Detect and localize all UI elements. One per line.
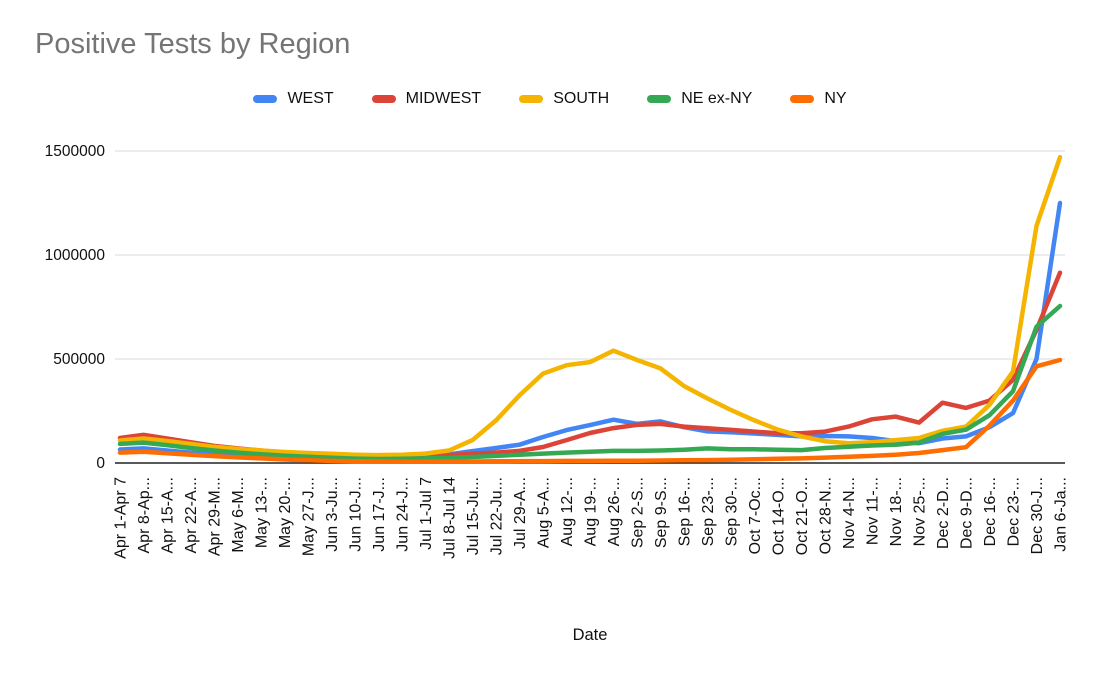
x-tick-label: Nov 11-...	[865, 477, 882, 545]
x-tick-label: Apr 1-Apr 7	[113, 477, 130, 559]
x-tick-label: Nov 18-...	[888, 477, 905, 546]
x-tick-label: Apr 15-A...	[160, 477, 177, 553]
x-tick-label: Aug 26-...	[606, 477, 623, 546]
x-tick-label: Dec 16-...	[982, 477, 999, 546]
x-tick-label: Apr 8-Ap...	[136, 477, 153, 553]
legend-item-ny: NY	[790, 90, 847, 108]
chart-legend: WEST MIDWEST SOUTH NE ex-NY NY	[0, 90, 1100, 108]
legend-item-west: WEST	[253, 90, 334, 108]
x-tick-label: Sep 30-...	[724, 477, 741, 546]
y-tick-label: 1000000	[45, 247, 106, 264]
series-line-midwest	[117, 270, 1063, 460]
x-tick-label: Jun 24-J...	[395, 477, 412, 552]
series-line-south	[117, 154, 1063, 458]
legend-item-midwest: MIDWEST	[371, 90, 482, 108]
x-tick-label: Dec 23-...	[1006, 477, 1023, 546]
legend-item-ne-ex-ny: NE ex-NY	[647, 90, 752, 108]
legend-swatch-midwest	[371, 95, 396, 103]
x-tick-label: Sep 16-...	[677, 477, 694, 546]
x-tick-label: Apr 22-A...	[183, 477, 200, 553]
x-tick-label: May 27-J...	[301, 477, 318, 556]
chart-title: Positive Tests by Region	[35, 28, 351, 60]
x-tick-label: Jun 10-J...	[348, 477, 365, 552]
legend-label-west: WEST	[287, 90, 334, 107]
x-tick-label: Aug 5-A...	[536, 477, 553, 548]
x-tick-label: Jul 15-Ju...	[465, 477, 482, 555]
x-tick-label: Aug 12-...	[559, 477, 576, 546]
legend-label-midwest: MIDWEST	[405, 90, 482, 107]
x-tick-label: Jul 8-Jul 14	[442, 477, 459, 559]
x-tick-label: Jul 1-Jul 7	[418, 477, 435, 550]
x-tick-label: Oct 21-O...	[794, 477, 811, 555]
x-tick-label: Aug 19-...	[583, 477, 600, 546]
x-tick-label: Dec 2-D...	[935, 477, 952, 549]
y-tick-label: 0	[96, 455, 105, 472]
x-tick-label: May 20-...	[277, 477, 294, 548]
legend-label-ny: NY	[824, 90, 847, 107]
x-tick-label: Jul 22-Ju...	[489, 477, 506, 555]
x-tick-label: Jul 29-A...	[512, 477, 529, 549]
series-line-ne-ex-ny	[117, 303, 1063, 462]
x-tick-label: Jan 6-Ja...	[1053, 477, 1070, 552]
legend-swatch-south	[519, 95, 544, 103]
x-tick-label: Sep 23-...	[700, 477, 717, 546]
x-tick-label: Nov 25-...	[912, 477, 929, 546]
legend-label-ne-ex-ny: NE ex-NY	[681, 90, 753, 107]
x-tick-label: Dec 9-D...	[959, 477, 976, 549]
x-tick-label: Sep 9-S...	[653, 477, 670, 548]
y-tick-label: 1500000	[45, 143, 106, 160]
x-tick-label: Dec 30-J...	[1029, 477, 1046, 554]
legend-swatch-ny	[790, 95, 815, 103]
x-axis-title: Date	[573, 626, 608, 644]
x-tick-label: May 13-...	[254, 477, 271, 548]
x-tick-label: Oct 28-N...	[818, 477, 835, 554]
x-tick-label: May 6-M...	[230, 477, 247, 553]
x-tick-label: Sep 2-S...	[630, 477, 647, 548]
legend-label-south: SOUTH	[553, 90, 610, 107]
legend-swatch-ne-ex-ny	[647, 95, 672, 103]
y-tick-label: 500000	[53, 351, 105, 368]
x-tick-label: Apr 29-M...	[207, 477, 224, 556]
x-tick-label: Oct 7-Oc...	[747, 477, 764, 554]
legend-swatch-west	[253, 95, 278, 103]
series-line-ny	[117, 357, 1063, 465]
x-tick-label: Oct 14-O...	[771, 477, 788, 555]
x-tick-label: Jun 17-J...	[371, 477, 388, 552]
legend-item-south: SOUTH	[519, 90, 609, 108]
x-tick-label: Jun 3-Ju...	[324, 477, 341, 552]
x-tick-label: Nov 4-N...	[841, 477, 858, 549]
